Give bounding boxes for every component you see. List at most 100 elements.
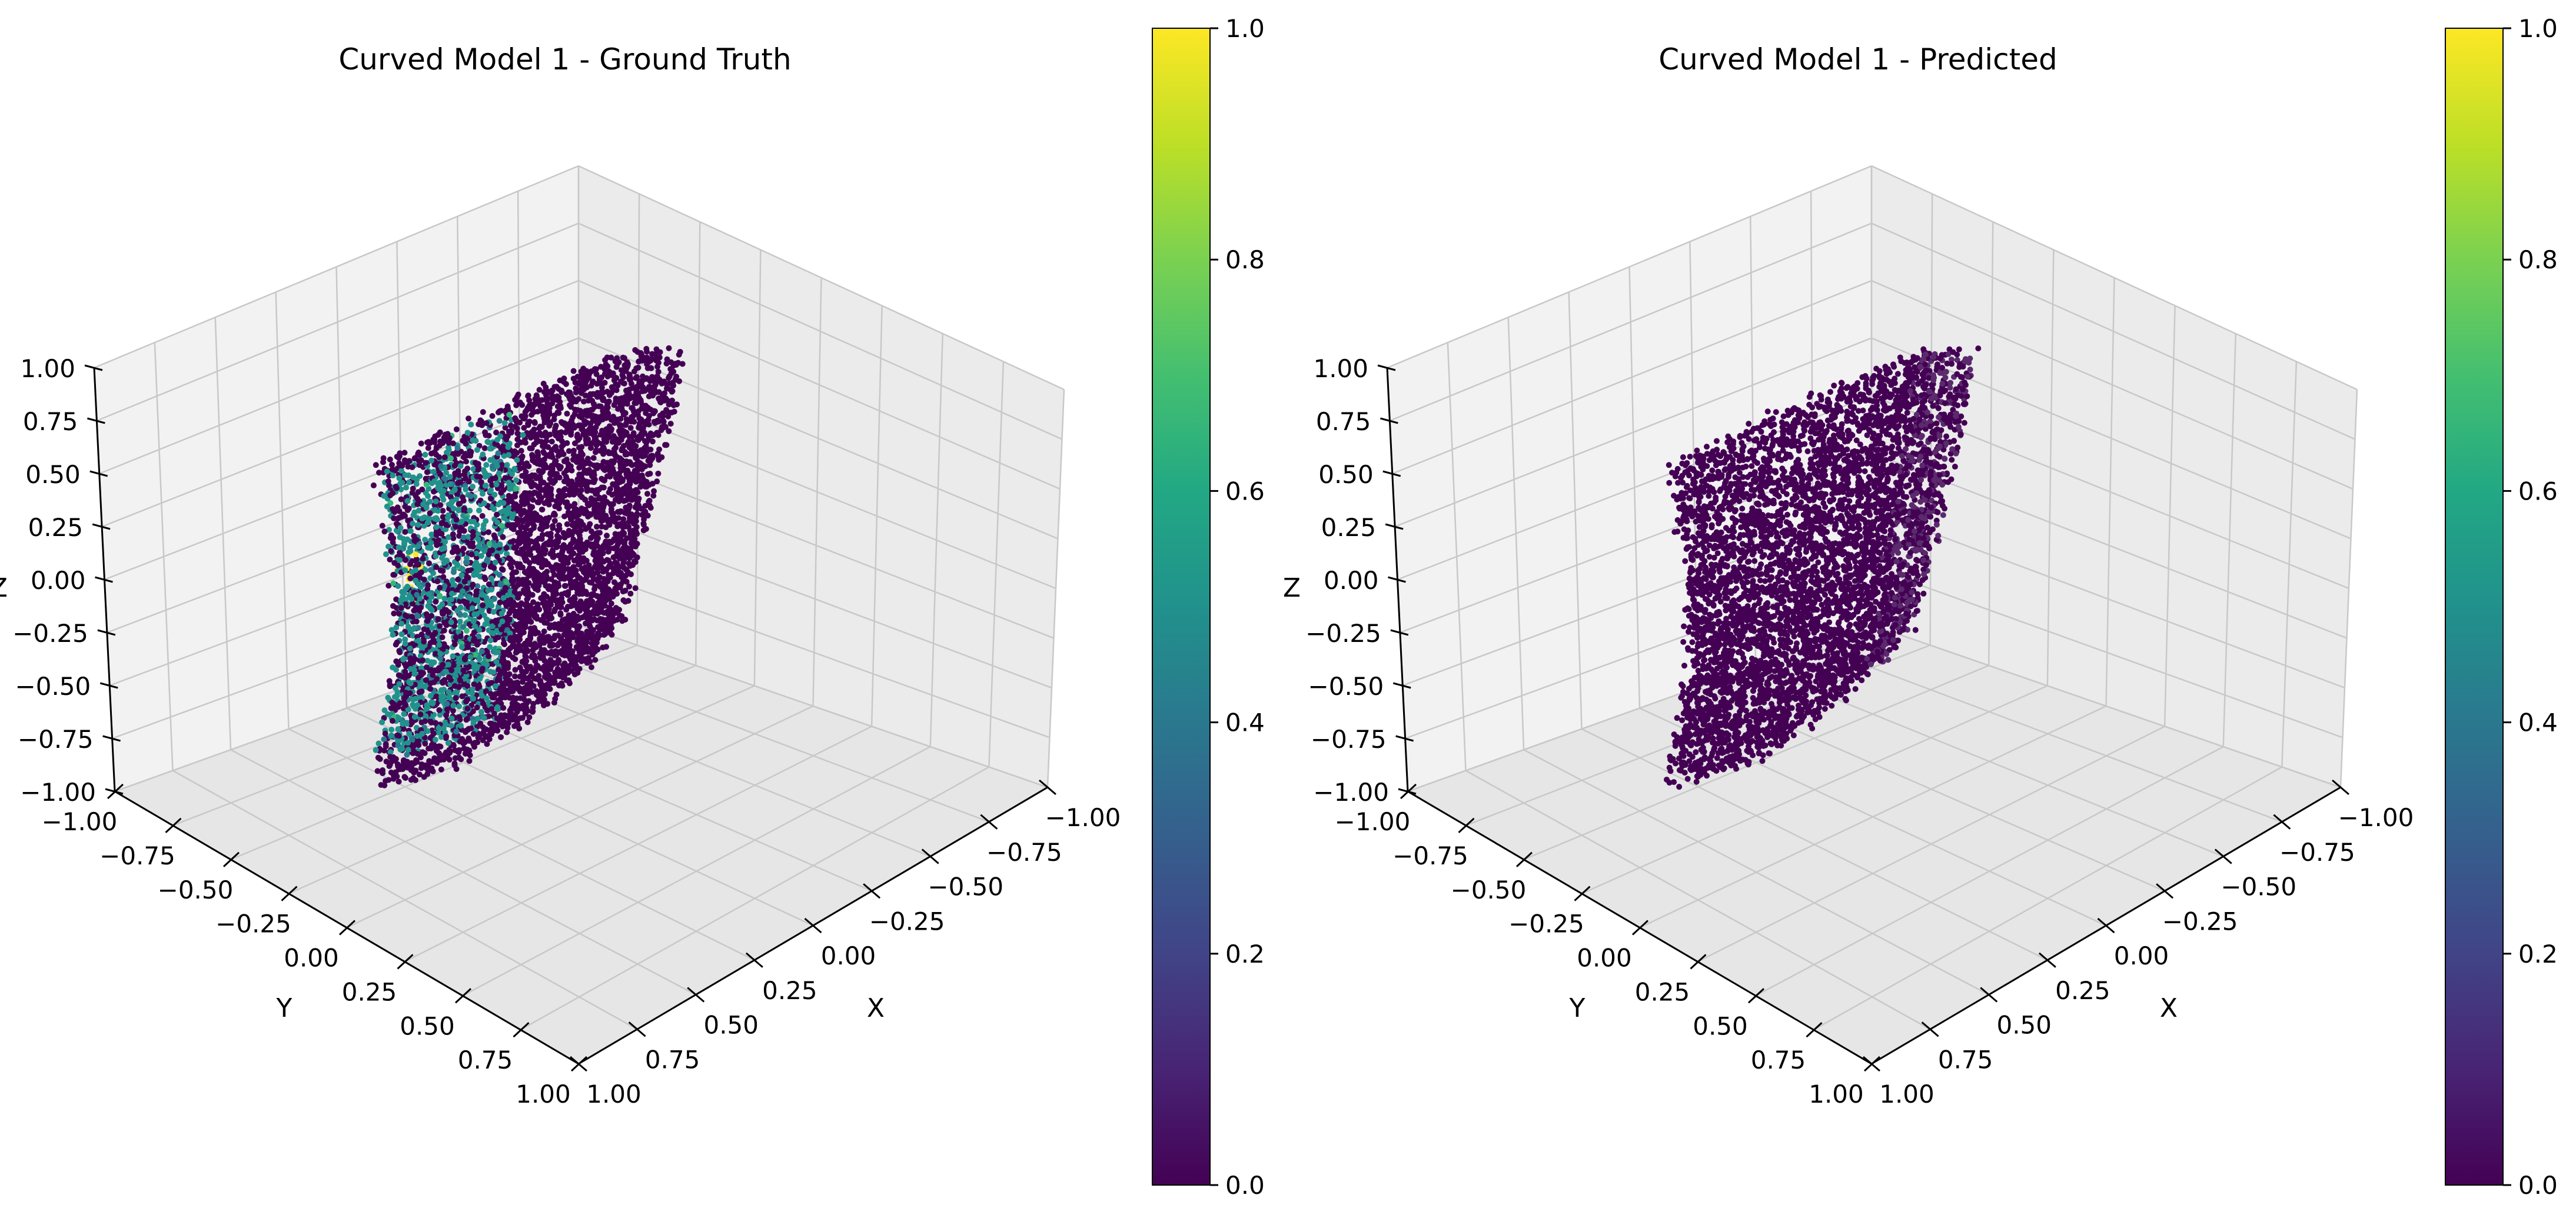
data-point — [540, 649, 546, 655]
data-point — [591, 610, 598, 617]
data-point — [487, 644, 493, 650]
data-point — [546, 586, 552, 593]
data-point — [539, 564, 545, 570]
data-point — [588, 528, 594, 535]
data-point — [676, 351, 682, 358]
data-point — [450, 703, 457, 709]
data-point — [605, 586, 611, 593]
data-point — [558, 575, 564, 582]
data-point — [404, 613, 410, 620]
data-point — [524, 648, 531, 654]
data-point — [523, 700, 530, 706]
data-point — [567, 577, 574, 584]
data-point — [530, 654, 537, 661]
data-point — [645, 405, 652, 411]
data-point — [516, 613, 523, 619]
data-point — [536, 694, 542, 700]
data-point — [576, 532, 583, 538]
data-point — [569, 424, 576, 431]
data-point — [635, 364, 641, 371]
data-point — [594, 593, 601, 600]
data-point — [667, 386, 673, 392]
data-point — [514, 436, 521, 442]
data-point — [494, 511, 500, 518]
data-point — [387, 754, 394, 760]
data-point — [419, 515, 426, 522]
x-tick-label: −1.00 — [1045, 803, 1121, 832]
data-point — [517, 673, 523, 680]
grid-line — [346, 705, 814, 929]
data-point — [632, 585, 639, 591]
x-tick-label: −0.25 — [869, 907, 945, 936]
data-point — [563, 474, 569, 480]
data-point — [549, 438, 555, 445]
data-point — [618, 400, 624, 407]
data-point — [609, 491, 616, 498]
data-point — [660, 413, 666, 420]
data-point — [410, 520, 416, 527]
data-point — [524, 494, 530, 501]
data-point — [395, 715, 402, 721]
data-point — [608, 508, 614, 515]
data-point — [421, 638, 427, 645]
data-point — [647, 471, 653, 477]
data-point — [506, 452, 512, 458]
data-point — [491, 506, 497, 513]
data-point — [370, 482, 377, 488]
data-point — [668, 410, 674, 416]
data-point — [503, 436, 510, 442]
data-point — [454, 445, 461, 451]
data-point — [394, 773, 400, 780]
data-point — [604, 610, 611, 617]
data-point — [466, 415, 472, 422]
data-point — [433, 498, 439, 505]
data-point — [554, 533, 560, 539]
data-point — [481, 445, 488, 451]
data-point — [621, 355, 627, 361]
y-axis-label: Y — [276, 993, 292, 1023]
data-point — [426, 758, 433, 764]
data-point — [451, 486, 458, 492]
data-point — [539, 469, 546, 475]
data-point — [504, 724, 511, 731]
data-point — [517, 664, 523, 671]
data-point — [569, 572, 576, 578]
data-point — [552, 695, 559, 702]
data-point — [488, 575, 495, 582]
data-point — [585, 620, 591, 627]
data-point — [513, 477, 520, 484]
data-point — [631, 450, 638, 456]
data-point — [568, 392, 574, 399]
data-point — [556, 523, 562, 529]
data-point — [501, 420, 508, 426]
data-point — [443, 470, 450, 476]
axes-3d: −1.00−0.75−0.50−0.250.000.250.500.751.00… — [0, 165, 1121, 1109]
data-point — [487, 445, 493, 452]
data-point — [407, 575, 414, 582]
data-point — [414, 613, 421, 619]
data-point — [593, 605, 600, 612]
data-point — [419, 683, 426, 690]
data-point — [640, 431, 646, 438]
data-point — [386, 678, 393, 684]
data-point — [636, 424, 642, 431]
data-point — [623, 387, 630, 394]
data-point — [474, 611, 480, 617]
y-tick — [107, 783, 124, 800]
data-point — [461, 598, 467, 604]
grid-line — [99, 279, 579, 475]
data-point — [581, 565, 587, 571]
data-point — [561, 531, 567, 537]
data-point — [589, 580, 595, 586]
data-point — [381, 747, 387, 754]
data-point — [420, 555, 426, 562]
x-tick — [570, 1056, 587, 1072]
data-point — [499, 618, 506, 624]
data-point — [487, 637, 494, 644]
data-point — [503, 578, 510, 585]
data-point — [388, 732, 395, 738]
data-point — [613, 444, 619, 451]
data-point — [392, 685, 398, 691]
data-point — [475, 467, 481, 473]
data-point — [440, 680, 446, 686]
